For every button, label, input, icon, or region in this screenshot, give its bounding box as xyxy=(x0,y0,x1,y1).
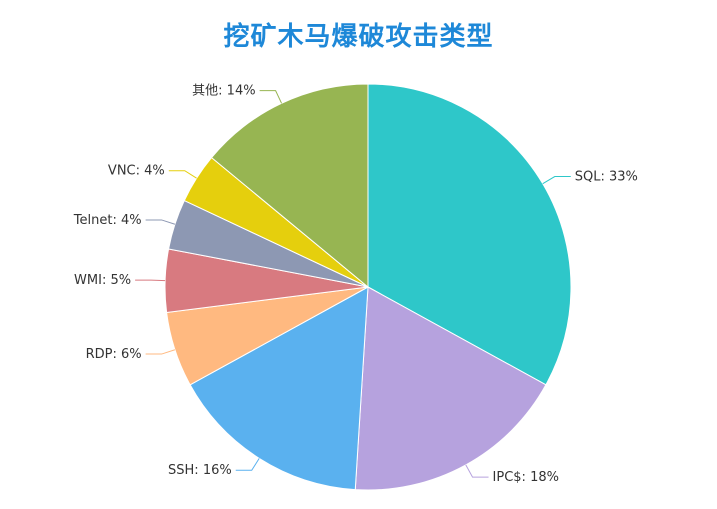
slice-label-rdp: RDP: 6% xyxy=(86,347,142,362)
leader-line-other7 xyxy=(259,90,283,104)
pie-slice-other7[interactable] xyxy=(210,83,369,289)
leader-line-rdp xyxy=(145,349,176,355)
leader-line-ipc xyxy=(465,464,489,478)
slice-label-other7: 其他: 14% xyxy=(192,84,255,99)
slice-label-sql: SQL: 33% xyxy=(575,170,638,185)
slice-label-telnet: Telnet: 4% xyxy=(73,213,142,228)
pie-slice-ipc[interactable] xyxy=(354,286,547,491)
chart-title: 挖矿木马爆破攻击类型 xyxy=(223,22,494,52)
slice-label-vnc: VNC: 4% xyxy=(108,164,165,179)
slice-label-ipc: IPC$: 18% xyxy=(493,470,559,485)
pie-slice-sql[interactable] xyxy=(367,83,572,386)
leader-line-ssh xyxy=(235,458,260,471)
leader-line-telnet xyxy=(145,219,176,225)
leader-line-sql xyxy=(542,176,571,185)
pie-slice-ssh[interactable] xyxy=(189,286,369,491)
slice-label-ssh: SSH: 16% xyxy=(168,463,232,478)
slice-label-wmi: WMI: 5% xyxy=(74,273,131,288)
leader-line-vnc xyxy=(168,170,197,179)
